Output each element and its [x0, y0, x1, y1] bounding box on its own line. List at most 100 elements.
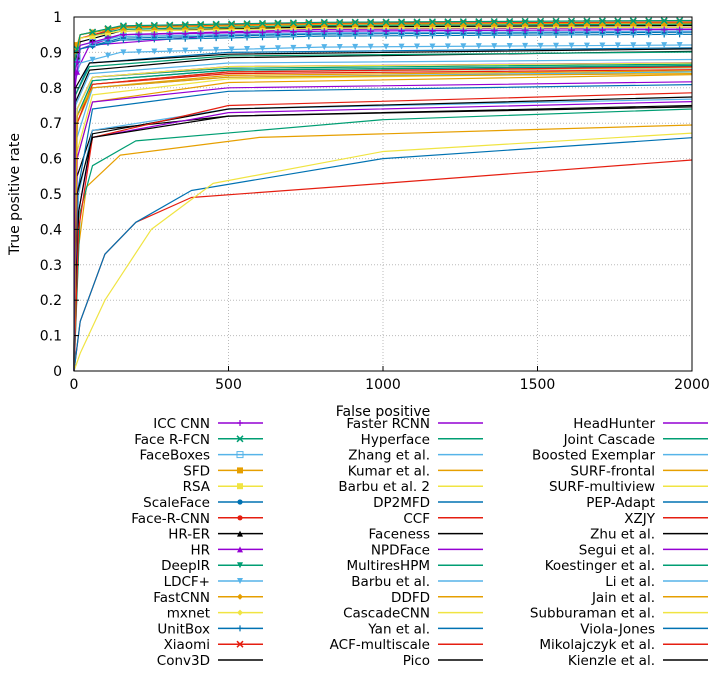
marker-x — [428, 18, 436, 26]
marker-filled-square — [321, 21, 328, 28]
marker-x — [135, 21, 143, 30]
marker-filled-square — [336, 21, 343, 28]
legend-label: HR-ER — [168, 527, 210, 543]
marker-x — [228, 20, 236, 28]
marker-plus — [661, 26, 668, 33]
marker-filled-square — [583, 20, 590, 27]
marker-x — [197, 20, 205, 28]
legend-item: CCF — [403, 511, 483, 527]
marker-x — [413, 18, 421, 26]
legend-item: Barbu et al. 2 — [338, 479, 483, 495]
legend-label: FaceBoxes — [139, 448, 210, 464]
legend-item: LDCF+ — [164, 574, 263, 590]
legend-item: Face-R-CNN — [131, 511, 263, 527]
marker-filled-circle — [237, 499, 243, 505]
legend-item: Kumar et al. — [348, 463, 483, 479]
marker-plus — [583, 26, 590, 33]
legend-item: Pico — [403, 653, 483, 669]
legend-label: UnitBox — [157, 621, 210, 637]
marker-filled-square — [676, 20, 683, 27]
marker-filled-square — [259, 26, 266, 33]
marker-filled-inv-triangle — [228, 46, 235, 53]
marker-plus — [182, 30, 189, 37]
marker-plus — [383, 27, 390, 34]
marker-square — [236, 451, 244, 459]
marker-plus — [645, 26, 652, 33]
marker-filled-square — [74, 42, 81, 49]
marker-filled-inv-triangle — [321, 44, 328, 51]
marker-plus — [630, 26, 637, 33]
marker-plus — [413, 27, 420, 34]
marker-filled-square — [182, 27, 189, 34]
legend-label: Hyperface — [361, 432, 430, 448]
marker-filled-triangle — [237, 546, 243, 553]
marker-filled-inv-triangle — [506, 43, 513, 50]
legend-item: Faceness — [369, 527, 483, 543]
legend-item: MultiresHPM — [346, 558, 483, 574]
marker-filled-square — [213, 22, 220, 29]
marker-plus — [522, 27, 529, 34]
y-tick-label: 0.9 — [40, 45, 62, 61]
series-subburaman-et-al- — [73, 132, 693, 372]
marker-plus — [614, 26, 621, 33]
marker-filled-square — [213, 26, 220, 33]
marker-filled-square — [197, 27, 204, 34]
marker-filled-inv-triangle — [460, 43, 467, 50]
marker-plus — [120, 31, 127, 38]
marker-filled-square — [614, 20, 621, 27]
legend-item: Boosted Exemplar — [532, 448, 708, 464]
legend-item: ACF-multiscale — [330, 637, 483, 653]
marker-x — [166, 21, 174, 29]
marker-filled-inv-triangle — [568, 42, 575, 49]
marker-filled-square — [182, 23, 189, 30]
marker-filled-inv-triangle — [491, 43, 498, 50]
legend-label: SURF-frontal — [570, 463, 655, 479]
marker-x — [444, 18, 452, 26]
marker-plus — [290, 28, 297, 35]
legend-label: mxnet — [167, 606, 210, 622]
legend-label: SFD — [183, 463, 210, 479]
y-tick-label: 0.3 — [40, 258, 62, 274]
marker-filled-inv-triangle — [166, 48, 173, 55]
legend-item: DP2MFD — [373, 495, 483, 511]
marker-filled-square — [135, 27, 142, 34]
y-tick-label: 0.7 — [40, 116, 62, 132]
marker-filled-inv-triangle — [135, 48, 142, 55]
marker-plus — [305, 28, 312, 35]
legend-label: DeepIR — [161, 558, 210, 574]
marker-plus — [274, 28, 281, 35]
marker-x — [583, 17, 591, 25]
marker-filled-inv-triangle — [583, 42, 590, 49]
legend-item: NPDFace — [371, 542, 483, 558]
marker-filled-square — [305, 21, 312, 28]
legend-item: Faster RCNN — [346, 416, 483, 432]
marker-x — [274, 19, 282, 27]
marker-plus — [352, 27, 359, 34]
marker-x — [567, 17, 576, 25]
marker-filled-square — [568, 20, 575, 27]
marker-filled-square — [244, 26, 251, 33]
marker-plus — [491, 27, 498, 34]
marker-filled-inv-triangle — [89, 56, 96, 63]
legend-label: ICC CNN — [153, 416, 210, 432]
marker-filled-inv-triangle — [352, 43, 359, 50]
marker-x — [598, 17, 606, 25]
marker-filled-triangle — [237, 530, 243, 537]
marker-filled-square — [661, 20, 668, 27]
marker-x — [614, 17, 622, 25]
legend-item: Face R-FCN — [134, 432, 263, 448]
marker-filled-square — [237, 467, 243, 474]
legend-label: Faceness — [369, 527, 430, 543]
marker-filled-inv-triangle — [444, 43, 451, 50]
marker-x — [212, 20, 220, 28]
series-line — [73, 92, 693, 372]
marker-x — [676, 17, 684, 25]
marker-x — [236, 435, 244, 443]
marker-filled-inv-triangle — [336, 43, 343, 50]
legend-item: DeepIR — [161, 558, 263, 574]
legend-item: FastCNN — [153, 590, 263, 606]
legend-label: ACF-multiscale — [330, 637, 430, 653]
legend-label: DDFD — [391, 590, 430, 606]
marker-filled-inv-triangle — [237, 578, 243, 584]
